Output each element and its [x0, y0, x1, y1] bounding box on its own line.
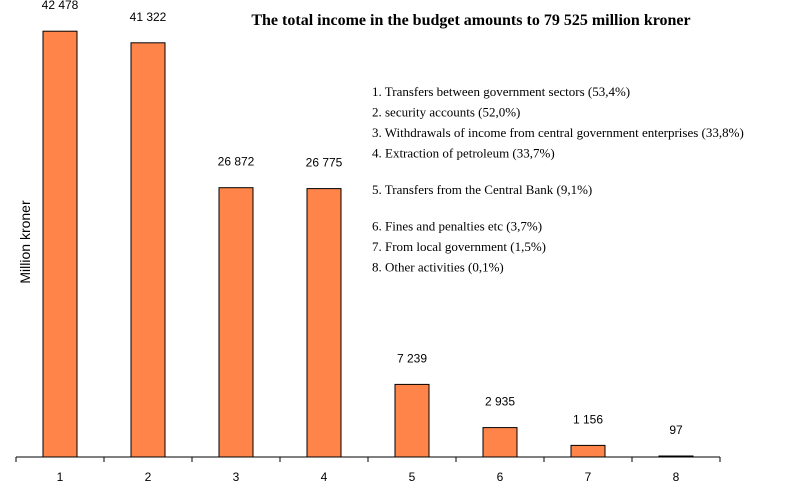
x-tick-label-8: 8 — [673, 470, 680, 484]
data-label-4: 26 775 — [306, 156, 343, 170]
x-tick-label-5: 5 — [409, 470, 416, 484]
legend-item: 6. Fines and penalties etc (3,7%) — [372, 219, 542, 234]
bar-6 — [482, 427, 518, 458]
legend-item: 4. Extraction of petroleum (33,7%) — [372, 146, 555, 161]
legend-item: 7. From local government (1,5%) — [372, 239, 546, 254]
legend: 1. Transfers between government sectors … — [372, 84, 744, 275]
bar-5 — [394, 383, 430, 458]
data-label-1: 42 478 — [42, 0, 79, 12]
legend-item: 2. security accounts (52,0%) — [372, 105, 520, 120]
x-axis-ticks: 1 2 3 4 5 6 7 8 — [15, 457, 721, 484]
data-labels-group: 42 478 41 322 26 872 26 775 7 239 2 935 1 156 9… — [42, 0, 683, 437]
data-label-7: 1 156 — [573, 412, 603, 426]
x-tick-label-3: 3 — [233, 470, 240, 484]
data-label-3: 26 872 — [218, 155, 255, 169]
legend-item: 8. Other activities (0,1%) — [372, 260, 504, 275]
bar-4 — [306, 188, 342, 458]
bars-group — [42, 30, 694, 458]
legend-item: 3. Withdrawals of income from central go… — [372, 125, 744, 140]
chart-title: The total income in the budget amounts t… — [251, 12, 690, 29]
legend-item: 1. Transfers between government sectors … — [372, 84, 630, 99]
x-tick-label-6: 6 — [497, 470, 504, 484]
y-axis-label: Million kroner — [17, 200, 33, 284]
x-tick-label-4: 4 — [321, 470, 328, 484]
bar-2 — [130, 42, 166, 458]
bar-1 — [42, 30, 78, 458]
x-tick-label-1: 1 — [57, 470, 64, 484]
data-label-6: 2 935 — [485, 395, 515, 409]
data-label-8: 97 — [669, 423, 683, 437]
data-label-2: 41 322 — [130, 10, 167, 24]
x-tick-label-7: 7 — [585, 470, 592, 484]
bar-7 — [570, 444, 606, 458]
data-label-5: 7 239 — [397, 351, 427, 365]
x-tick-label-2: 2 — [145, 470, 152, 484]
legend-item: 5. Transfers from the Central Bank (9,1%… — [372, 182, 592, 197]
bar-3 — [218, 187, 254, 458]
